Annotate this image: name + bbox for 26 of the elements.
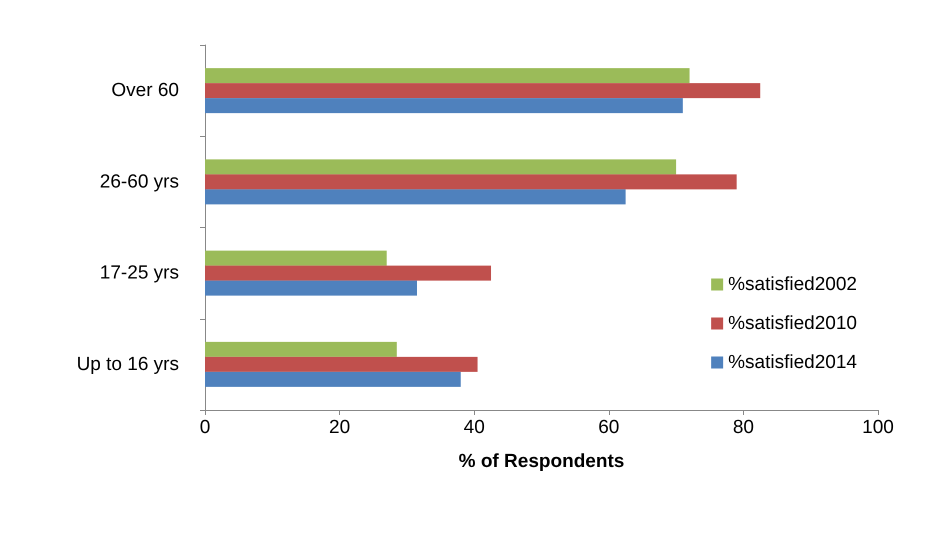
legend-label: %satisfied2002 bbox=[728, 274, 858, 295]
x-tick-label: 60 bbox=[598, 417, 620, 438]
y-tick-label: Up to 16 yrs bbox=[76, 354, 179, 375]
bar bbox=[205, 356, 478, 372]
legend-label: %satisfied2010 bbox=[728, 313, 858, 334]
bar bbox=[205, 266, 492, 281]
x-tick-label: 0 bbox=[200, 417, 210, 438]
bar bbox=[205, 159, 676, 174]
y-tick-label: 17-25 yrs bbox=[100, 262, 179, 284]
y-tick-label: 26-60 yrs bbox=[100, 171, 179, 192]
x-axis-title: % of Respondents bbox=[458, 451, 624, 472]
bar bbox=[205, 68, 690, 84]
bar bbox=[205, 189, 626, 204]
bar bbox=[205, 98, 683, 114]
x-tick-label: 100 bbox=[862, 417, 894, 438]
bar bbox=[205, 372, 461, 387]
bar bbox=[205, 83, 760, 98]
x-tick-label: 20 bbox=[329, 417, 350, 438]
bar bbox=[205, 250, 387, 266]
bar bbox=[205, 174, 737, 190]
y-tick-label: Over 60 bbox=[111, 80, 179, 102]
x-tick-label: 80 bbox=[732, 417, 754, 438]
bar bbox=[205, 280, 417, 296]
x-tick-label: 40 bbox=[464, 417, 485, 438]
legend-label: %satisfied2014 bbox=[728, 352, 858, 373]
bar bbox=[205, 342, 397, 357]
